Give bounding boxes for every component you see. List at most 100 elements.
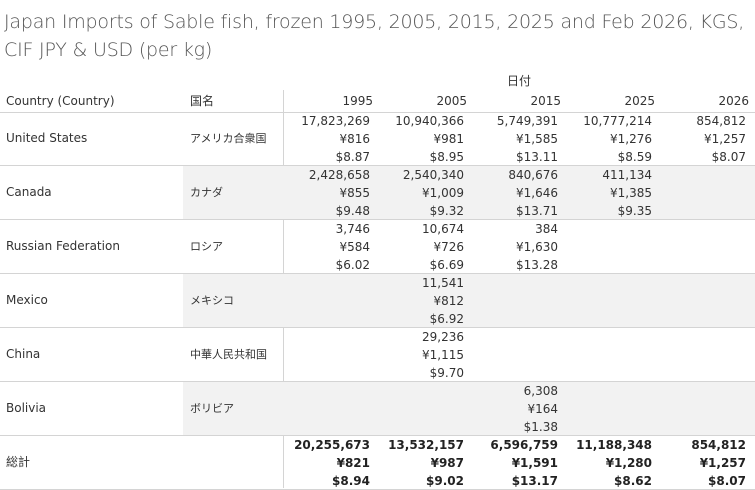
jpy-per-kg-value bbox=[656, 184, 746, 202]
value-cell-2005[interactable]: 11,541 ¥812 $6.92 bbox=[374, 274, 464, 328]
value-cell-2005[interactable]: 13,532,157 ¥987 $9.02 bbox=[374, 436, 464, 490]
country-cell[interactable]: 総計 bbox=[6, 455, 31, 469]
country-cell[interactable]: Mexico bbox=[6, 293, 48, 307]
jpy-per-kg-value bbox=[656, 346, 746, 364]
value-cells: 17,823,269 ¥816 $8.87 10,940,366 ¥981 $8.95 5,… bbox=[283, 112, 755, 165]
jpy-per-kg-value: ¥1,257 bbox=[699, 456, 746, 470]
jpy-per-kg-value bbox=[280, 292, 370, 310]
value-cell-2005[interactable]: 29,236 ¥1,115 $9.70 bbox=[374, 328, 464, 382]
jpy-per-kg-value: ¥1,115 bbox=[422, 348, 464, 362]
value-cell-2026[interactable] bbox=[656, 328, 746, 382]
kgs-value: 20,255,673 bbox=[294, 438, 370, 452]
value-cell-1995[interactable] bbox=[280, 382, 370, 436]
kgs-value: 840,676 bbox=[508, 168, 558, 182]
value-cell-2025[interactable]: 10,777,214 ¥1,276 $8.59 bbox=[562, 112, 652, 166]
value-cell-2026[interactable]: 854,812 ¥1,257 $8.07 bbox=[656, 436, 746, 490]
jpy-per-kg-value: ¥816 bbox=[339, 132, 370, 146]
jpy-per-kg-value: ¥1,257 bbox=[704, 132, 746, 146]
value-cell-2025[interactable] bbox=[562, 274, 652, 328]
jp-name-cell[interactable]: メキシコ bbox=[183, 274, 283, 327]
jpy-per-kg-value bbox=[468, 346, 558, 364]
kgs-value: 384 bbox=[535, 222, 558, 236]
value-cell-2015[interactable] bbox=[468, 274, 558, 328]
usd-per-kg-value: $6.69 bbox=[429, 258, 464, 272]
jp-name-column-header[interactable]: 国名 bbox=[190, 94, 215, 108]
value-cell-2025[interactable] bbox=[562, 328, 652, 382]
value-cell-2025[interactable]: 411,134 ¥1,385 $9.35 bbox=[562, 166, 652, 220]
value-cell-1995[interactable]: 17,823,269 ¥816 $8.87 bbox=[280, 112, 370, 166]
year-header-2015[interactable]: 2015 bbox=[530, 94, 561, 108]
value-cell-1995[interactable]: 20,255,673 ¥821 $8.94 bbox=[280, 436, 370, 490]
value-cell-2015[interactable]: 840,676 ¥1,646 $13.71 bbox=[468, 166, 558, 220]
year-header-2025[interactable]: 2025 bbox=[624, 94, 655, 108]
country-cell[interactable]: United States bbox=[6, 131, 88, 145]
jp-name-cell[interactable]: ボリビア bbox=[183, 382, 283, 435]
value-cell-2026[interactable] bbox=[656, 220, 746, 274]
value-cell-2026[interactable]: 854,812 ¥1,257 $8.07 bbox=[656, 112, 746, 166]
usd-per-kg-value: $9.32 bbox=[429, 204, 464, 218]
value-cells: 3,746 ¥584 $6.02 10,674 ¥726 $6.69 384 ¥1,630 $1… bbox=[283, 220, 755, 273]
kgs-value bbox=[280, 328, 370, 346]
usd-per-kg-value bbox=[280, 310, 370, 328]
value-cell-2015[interactable]: 6,596,759 ¥1,591 $13.17 bbox=[468, 436, 558, 490]
value-cell-2026[interactable] bbox=[656, 166, 746, 220]
value-cell-2005[interactable]: 10,674 ¥726 $6.69 bbox=[374, 220, 464, 274]
country-cell[interactable]: Russian Federation bbox=[6, 239, 120, 253]
jp-name-cell[interactable]: ロシア bbox=[190, 240, 223, 253]
kgs-value: 6,596,759 bbox=[490, 438, 558, 452]
value-cell-1995[interactable]: 2,428,658 ¥855 $9.48 bbox=[280, 166, 370, 220]
jpy-per-kg-value bbox=[374, 400, 464, 418]
country-cell[interactable]: China bbox=[6, 347, 41, 361]
value-cell-2005[interactable]: 2,540,340 ¥1,009 $9.32 bbox=[374, 166, 464, 220]
jp-name-cell[interactable]: カナダ bbox=[183, 166, 283, 219]
country-column-header[interactable]: Country (Country) bbox=[6, 94, 115, 108]
chart-title: Japan Imports of Sable fish, frozen 1995… bbox=[4, 11, 745, 61]
table-row: United States アメリカ合衆国 17,823,269 ¥816 $8.87 1… bbox=[0, 112, 755, 166]
value-cell-1995[interactable] bbox=[280, 328, 370, 382]
kgs-value bbox=[656, 328, 746, 346]
value-cells: 6,308 ¥164 $1.38 bbox=[283, 382, 755, 435]
value-cell-2005[interactable]: 10,940,366 ¥981 $8.95 bbox=[374, 112, 464, 166]
kgs-value bbox=[562, 382, 652, 400]
jpy-per-kg-value: ¥1,009 bbox=[422, 186, 464, 200]
value-cell-1995[interactable]: 3,746 ¥584 $6.02 bbox=[280, 220, 370, 274]
jpy-per-kg-value bbox=[562, 292, 652, 310]
value-cell-2005[interactable] bbox=[374, 382, 464, 436]
year-header-2005[interactable]: 2005 bbox=[436, 94, 467, 108]
kgs-value: 10,674 bbox=[422, 222, 464, 236]
country-cell[interactable]: Canada bbox=[6, 185, 52, 199]
kgs-value bbox=[656, 166, 746, 184]
grand-total-row: 総計 20,255,673 ¥821 $8.94 13,532,157 ¥987 $9.02… bbox=[0, 436, 755, 490]
jp-name-cell[interactable]: 中華人民共和国 bbox=[190, 348, 267, 361]
kgs-value: 3,746 bbox=[335, 222, 370, 236]
value-cell-2026[interactable] bbox=[656, 382, 746, 436]
value-cell-1995[interactable] bbox=[280, 274, 370, 328]
kgs-value: 13,532,157 bbox=[388, 438, 464, 452]
value-cell-2026[interactable] bbox=[656, 274, 746, 328]
value-cell-2015[interactable]: 5,749,391 ¥1,585 $13.11 bbox=[468, 112, 558, 166]
usd-per-kg-value bbox=[562, 256, 652, 274]
usd-per-kg-value: $13.71 bbox=[516, 204, 558, 218]
value-cell-2025[interactable]: 11,188,348 ¥1,280 $8.62 bbox=[562, 436, 652, 490]
jp-name-cell[interactable] bbox=[183, 436, 283, 489]
country-cell[interactable]: Bolivia bbox=[6, 401, 47, 415]
kgs-value: 29,236 bbox=[422, 330, 464, 344]
value-cell-2015[interactable]: 6,308 ¥164 $1.38 bbox=[468, 382, 558, 436]
usd-per-kg-value bbox=[656, 202, 746, 220]
jpy-per-kg-value: ¥1,280 bbox=[605, 456, 652, 470]
value-cell-2025[interactable] bbox=[562, 220, 652, 274]
value-cell-2025[interactable] bbox=[562, 382, 652, 436]
jpy-per-kg-value bbox=[562, 400, 652, 418]
usd-per-kg-value: $8.59 bbox=[617, 150, 652, 164]
kgs-value: 17,823,269 bbox=[301, 114, 370, 128]
value-cell-2015[interactable]: 384 ¥1,630 $13.28 bbox=[468, 220, 558, 274]
jpy-per-kg-value bbox=[468, 292, 558, 310]
jp-name-cell[interactable]: アメリカ合衆国 bbox=[190, 132, 267, 145]
kgs-value bbox=[656, 382, 746, 400]
value-cell-2015[interactable] bbox=[468, 328, 558, 382]
year-header-2026[interactable]: 2026 bbox=[718, 94, 749, 108]
usd-per-kg-value bbox=[656, 310, 746, 328]
jpy-per-kg-value: ¥726 bbox=[433, 240, 464, 254]
jpy-per-kg-value: ¥821 bbox=[336, 456, 370, 470]
year-header-1995[interactable]: 1995 bbox=[342, 94, 373, 108]
